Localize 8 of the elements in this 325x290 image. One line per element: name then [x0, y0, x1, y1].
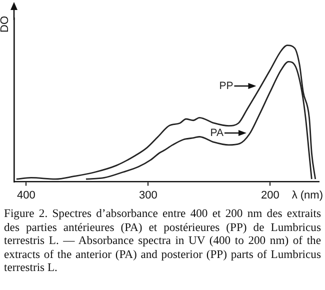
series-label: PA	[210, 126, 224, 139]
x-tick-label: 400	[17, 189, 36, 202]
y-axis-title: DO	[0, 16, 12, 32]
caption: Figure 2. Spectres d’absorbance entre 400 et 200 nm des extraits des parties antérieures (PA) et postérieures (PP) de Lumbricus terrestris L. — Absorbance spectra in UV (400 to 200 nm) of the extracts of the anterior (PA) and posterior (PP) parts of Lumbricus terrestris L.	[3, 206, 322, 274]
series-label: PP	[219, 80, 234, 92]
x-axis-title: λ (nm)	[292, 189, 323, 202]
x-tick-label: 300	[139, 189, 158, 202]
x-tick-label: 200	[261, 189, 280, 202]
